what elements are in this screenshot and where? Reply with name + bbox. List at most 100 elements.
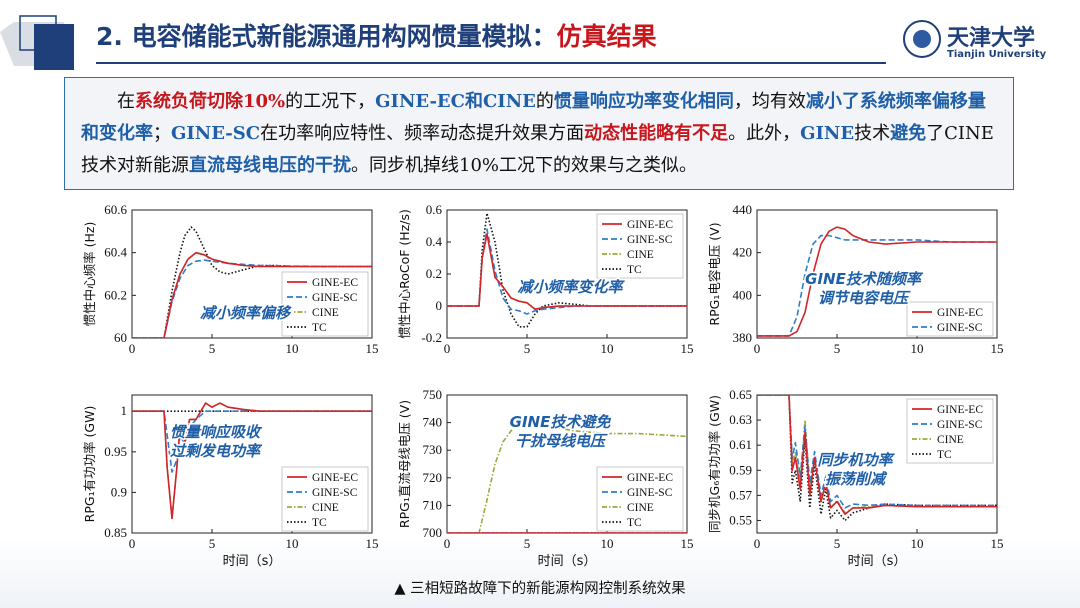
legend-label: GINE-SC [937,322,983,334]
x-tick-label: 15 [991,536,1004,551]
chart-rpg-active-power: 0 5 10 15 0.85 0.9 0.95 1 RPG₁有功功率 (GW) 时间（s） GINE… [80,385,380,569]
page-title-main: 2. 电容储能式新能源通用构网惯量模拟： [96,22,557,51]
x-tick-label: 15 [366,341,379,356]
legend-label: CINE [627,502,654,514]
x-tick-label: 0 [444,341,451,356]
y-tick-label: 400 [733,287,753,302]
summary-segment: 惯量响应功率变化相同 [553,91,734,112]
x-tick-label: 10 [911,341,924,356]
legend-box [906,301,994,337]
logo-chinese-name: 天津大学 [947,25,1036,51]
chart-svg: 0 5 10 15 0.85 0.9 0.95 1 RPG₁有功功率 (GW) 时间（s） GINE… [82,394,379,569]
figure-caption: ▲ 三相短路故障下的新能源构网控制系统效果 [394,581,686,597]
y-tick-label: 60.4 [104,245,127,260]
chart-rocof: 0 5 10 15 -0.2 0 0.2 0.4 0.6 惯性中心RoCoF (Hz/s) GINE… [395,200,695,384]
x-tick-label: 10 [601,341,614,356]
legend-label: CINE [312,502,339,514]
chart-svg: 0 5 10 15 700 710 720 730 740 750 RPG₁直流母线电压 (V) 时间… [397,387,694,569]
x-tick-label: 10 [286,341,299,356]
summary-segment: 。此外， [728,123,801,144]
x-axis-label: 时间（s） [223,554,282,569]
y-axis-label: RPG₁有功功率 (GW) [82,406,97,523]
summary-segment: GINE [800,123,855,144]
y-tick-label: -0.2 [421,330,442,345]
logo-english-name: Tianjin University [947,49,1047,60]
legend-label: CINE [627,249,654,261]
y-tick-label: 0.4 [426,234,443,249]
summary-segment: ，均有效 [733,91,806,112]
legend-label: GINE-EC [312,277,358,289]
summary-segment: 的工况下， [285,91,376,112]
y-tick-label: 0.85 [104,525,127,540]
legend-label: GINE-EC [627,219,673,231]
summary-segment: 直流母线电压的干扰 [189,155,351,176]
y-tick-label: 0.6 [426,202,443,217]
y-tick-label: 0.9 [111,484,127,499]
chart-annotation: 减小频率偏移 [200,304,292,322]
summary-segment: 动态性能略有不足 [584,123,729,144]
y-axis-label: 惯性中心RoCoF (Hz/s) [397,209,412,339]
legend-label: TC [312,517,327,529]
x-tick-label: 0 [754,341,761,356]
series-line-gine-ec [757,226,997,337]
legend-label: GINE-EC [937,404,983,416]
chart-svg: 0 5 10 15 380 400 420 440 RPG₁电容电压 (V) GINE-EC GIN… [707,202,1004,356]
x-tick-label: 0 [129,341,136,356]
x-tick-label: 5 [834,341,841,356]
y-tick-label: 0.57 [729,487,752,502]
summary-segment: 。同步机掉线10%工况下的效果与之类似。 [351,155,698,176]
legend-label: CINE [312,307,339,319]
legend-label: GINE-SC [627,487,673,499]
y-tick-label: 440 [733,202,753,217]
legend-label: GINE-SC [312,487,358,499]
x-tick-label: 5 [524,536,531,551]
y-tick-label: 700 [423,525,443,540]
summary-segment: 减小了系统频率偏移量和变化率 [81,91,986,144]
series-line-tc [757,395,997,522]
x-axis-label: 时间（s） [848,554,907,569]
chart-frequency: 0 5 10 15 60 60.2 60.4 60.6 惯性中心频率 (Hz) GINE-EC GI… [80,200,380,384]
legend-label: GINE-EC [312,472,358,484]
chart-annotation: 惯量响应吸收过剩发电功率 [170,423,263,460]
series-line-gine-ec [757,395,997,515]
chart-svg: 0 5 10 15 0.55 0.57 0.59 0.61 0.63 0.65 同步机G₆有功功率 … [707,387,1004,569]
x-tick-label: 5 [524,341,531,356]
y-tick-label: 1 [121,403,128,418]
series-line-tc [132,226,372,338]
legend-label: TC [312,322,327,334]
chart-annotation: 减小频率变化率 [517,278,625,296]
x-tick-label: 0 [754,536,761,551]
legend-label: GINE-EC [937,307,983,319]
y-tick-label: 0.95 [104,444,127,459]
summary-segment: 的 [535,91,554,112]
legend-label: TC [627,517,642,529]
page-title-highlight: 仿真结果 [556,22,657,51]
x-tick-label: 15 [681,341,694,356]
summary-segment: GINE-EC和CINE [375,91,536,112]
chart-sync-machine-power: 0 5 10 15 0.55 0.57 0.59 0.61 0.63 0.65 同步机G₆有功功率 … [705,385,1005,569]
series-line-cine [447,419,687,533]
background-skyline [0,538,1080,608]
chart-annotation: 同步机功率振荡削减 [817,451,895,488]
y-tick-label: 420 [733,245,753,260]
summary-segment: GINE-SC [171,123,261,144]
university-seal-icon [903,20,941,58]
y-tick-label: 740 [423,415,443,430]
chart-annotation: GINE技术避免干扰母线电压 [510,413,612,450]
chart-svg: 0 5 10 15 60 60.2 60.4 60.6 惯性中心频率 (Hz) GINE-EC GI… [82,202,379,356]
y-tick-label: 60.2 [104,287,127,302]
y-tick-label: 60.6 [104,202,127,217]
x-tick-label: 15 [991,341,1004,356]
y-axis-label: RPG₁直流母线电压 (V) [397,400,412,528]
legend-label: GINE-EC [627,472,673,484]
header-decoration [0,15,74,70]
y-tick-label: 60 [114,330,127,345]
page-title: 2. 电容储能式新能源通用构网惯量模拟：仿真结果 [96,17,657,53]
y-tick-label: 380 [733,330,753,345]
legend-label: TC [937,449,952,461]
x-tick-label: 15 [366,536,379,551]
summary-segment: 技术 [854,123,891,144]
summary-segment: 系统负荷切除10% [135,91,286,112]
x-tick-label: 10 [911,536,924,551]
x-tick-label: 5 [834,536,841,551]
